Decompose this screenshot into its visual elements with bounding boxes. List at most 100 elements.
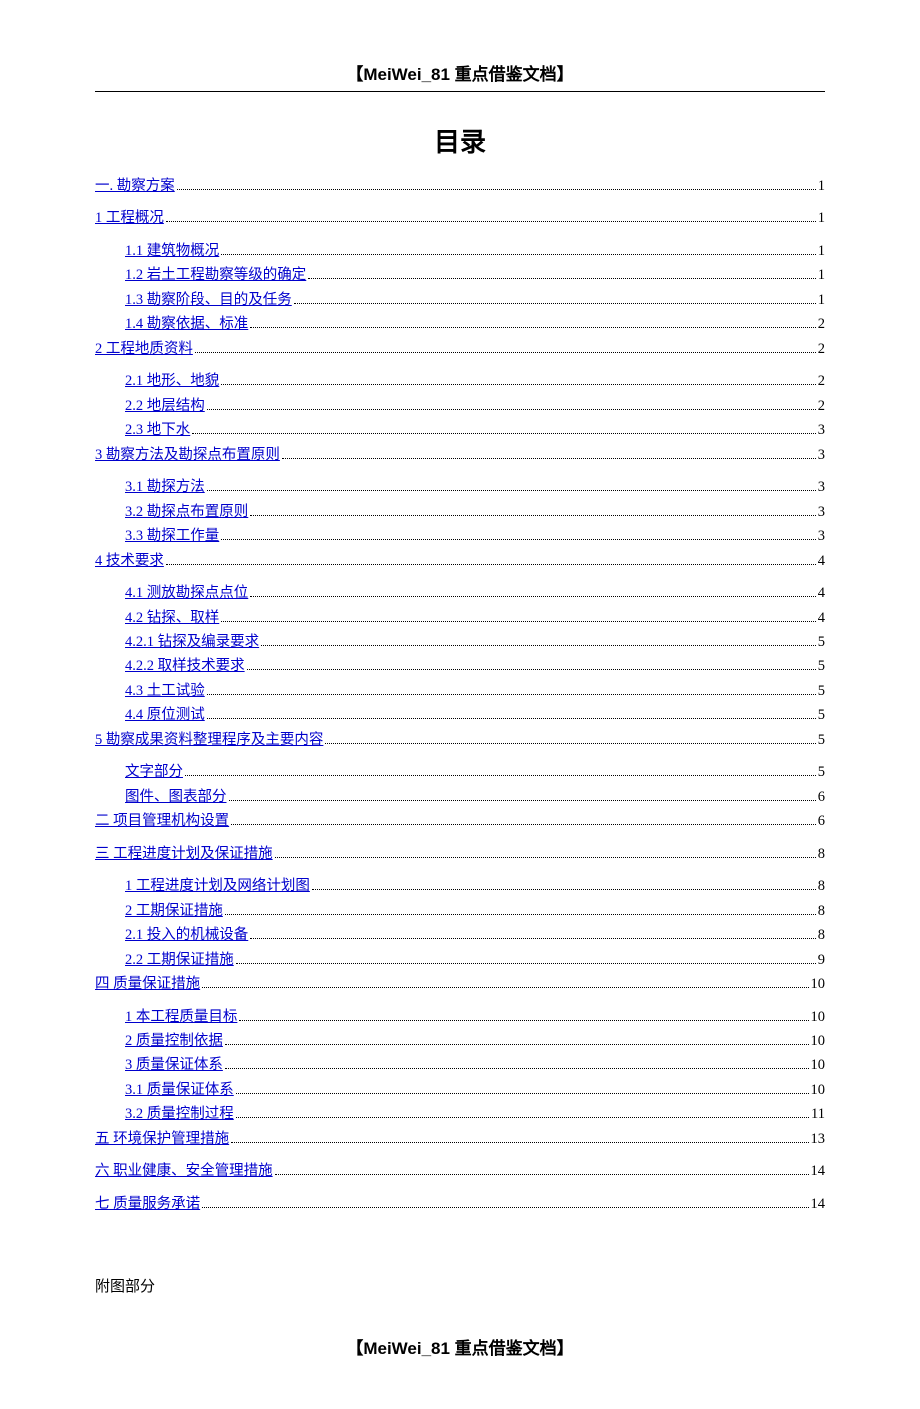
toc-link[interactable]: 3.3 勘探工作量 — [125, 525, 219, 547]
toc-leader-dots — [261, 645, 816, 646]
toc-entry: 2.3 地下水 3 — [125, 419, 825, 441]
toc-link[interactable]: 二 项目管理机构设置 — [95, 810, 229, 832]
toc-link[interactable]: 七 质量服务承诺 — [95, 1193, 200, 1215]
toc-link[interactable]: 2.1 投入的机械设备 — [125, 924, 248, 946]
toc-page-number: 10 — [811, 1006, 826, 1028]
toc-link[interactable]: 1.4 勘察依据、标准 — [125, 313, 248, 335]
toc-link[interactable]: 3 质量保证体系 — [125, 1054, 223, 1076]
toc-link[interactable]: 三 工程进度计划及保证措施 — [95, 843, 273, 865]
toc-page-number: 5 — [818, 680, 825, 702]
toc-leader-dots — [221, 254, 816, 255]
toc-page-number: 3 — [818, 525, 825, 547]
toc-leader-dots — [221, 621, 816, 622]
toc-entry: 七 质量服务承诺 14 — [95, 1193, 825, 1215]
toc-entry: 3.3 勘探工作量 3 — [125, 525, 825, 547]
toc-page-number: 1 — [818, 207, 825, 229]
toc-leader-dots — [250, 327, 816, 328]
toc-leader-dots — [207, 718, 816, 719]
toc-entry: 1.3 勘察阶段、目的及任务1 — [125, 289, 825, 311]
toc-entry: 3.1 质量保证体系10 — [125, 1079, 825, 1101]
page-footer: 【MeiWei_81 重点借鉴文档】 — [95, 1334, 825, 1359]
toc-page-number: 3 — [818, 476, 825, 498]
toc-link[interactable]: 六 职业健康、安全管理措施 — [95, 1160, 273, 1182]
toc-leader-dots — [231, 1142, 808, 1143]
toc-leader-dots — [185, 775, 816, 776]
toc-link[interactable]: 3 勘察方法及勘探点布置原则 — [95, 444, 280, 466]
toc-link[interactable]: 图件、图表部分 — [125, 786, 227, 808]
toc-link[interactable]: 1.3 勘察阶段、目的及任务 — [125, 289, 292, 311]
toc-link[interactable]: 4.2.2 取样技术要求 — [125, 655, 245, 677]
toc-link[interactable]: 2 工程地质资料 — [95, 338, 193, 360]
toc-leader-dots — [282, 458, 816, 459]
toc-page-number: 5 — [818, 631, 825, 653]
toc-leader-dots — [207, 694, 816, 695]
toc-link[interactable]: 3.2 质量控制过程 — [125, 1103, 234, 1125]
toc-link[interactable]: 1 工程概况 — [95, 207, 164, 229]
toc-entry: 4.1 测放勘探点点位 4 — [125, 582, 825, 604]
toc-entry: 3.2 勘探点布置原则 3 — [125, 501, 825, 523]
toc-page-number: 1 — [818, 175, 825, 197]
toc-leader-dots — [312, 889, 816, 890]
toc-link[interactable]: 4.2.1 钻探及编录要求 — [125, 631, 259, 653]
toc-entry: 四 质量保证措施10 — [95, 973, 825, 995]
toc-link[interactable]: 2 质量控制依据 — [125, 1030, 223, 1052]
toc-entry: 六 职业健康、安全管理措施 14 — [95, 1160, 825, 1182]
toc-link[interactable]: 1.1 建筑物概况 — [125, 240, 219, 262]
header-divider — [95, 91, 825, 92]
toc-entry: 1.1 建筑物概况 1 — [125, 240, 825, 262]
toc-link[interactable]: 五 环境保护管理措施 — [95, 1128, 229, 1150]
toc-page-number: 8 — [818, 924, 825, 946]
toc-link[interactable]: 1.2 岩土工程勘察等级的确定 — [125, 264, 306, 286]
toc-entry: 2.2 工期保证措施9 — [125, 949, 825, 971]
toc-link[interactable]: 1 本工程质量目标 — [125, 1006, 237, 1028]
toc-link[interactable]: 2.1 地形、地貌 — [125, 370, 219, 392]
toc-link[interactable]: 4 技术要求 — [95, 550, 164, 572]
toc-page-number: 1 — [818, 240, 825, 262]
toc-leader-dots — [207, 490, 816, 491]
toc-entry: 1.4 勘察依据、标准2 — [125, 313, 825, 335]
toc-link[interactable]: 4.3 土工试验 — [125, 680, 205, 702]
toc-entry: 4 技术要求 4 — [95, 550, 825, 572]
toc-page-number: 4 — [818, 607, 825, 629]
toc-page-number: 14 — [811, 1193, 826, 1215]
toc-entry: 3.1 勘探方法 3 — [125, 476, 825, 498]
toc-link[interactable]: 4.2 钻探、取样 — [125, 607, 219, 629]
toc-link[interactable]: 5 勘察成果资料整理程序及主要内容 — [95, 729, 323, 751]
toc-page-number: 14 — [811, 1160, 826, 1182]
toc-leader-dots — [192, 433, 816, 434]
toc-link[interactable]: 文字部分 — [125, 761, 183, 783]
toc-leader-dots — [225, 1044, 809, 1045]
toc-leader-dots — [177, 189, 816, 190]
toc-link[interactable]: 3.1 勘探方法 — [125, 476, 205, 498]
toc-link[interactable]: 一. 勘察方案 — [95, 175, 175, 197]
toc-link[interactable]: 4.1 测放勘探点点位 — [125, 582, 248, 604]
toc-link[interactable]: 四 质量保证措施 — [95, 973, 200, 995]
toc-page-number: 5 — [818, 761, 825, 783]
toc-page-number: 5 — [818, 655, 825, 677]
toc-leader-dots — [221, 384, 816, 385]
toc-page-number: 4 — [818, 550, 825, 572]
toc-entry: 4.2.1 钻探及编录要求 5 — [125, 631, 825, 653]
toc-page-number: 2 — [818, 338, 825, 360]
toc-page-number: 3 — [818, 501, 825, 523]
toc-leader-dots — [236, 963, 816, 964]
toc-link[interactable]: 2.2 工期保证措施 — [125, 949, 234, 971]
toc-link[interactable]: 4.4 原位测试 — [125, 704, 205, 726]
toc-page-number: 13 — [811, 1128, 826, 1150]
toc-link[interactable]: 2 工期保证措施 — [125, 900, 223, 922]
toc-leader-dots — [231, 824, 816, 825]
toc-page-number: 4 — [818, 582, 825, 604]
toc-link[interactable]: 1 工程进度计划及网络计划图 — [125, 875, 310, 897]
toc-entry: 3.2 质量控制过程11 — [125, 1103, 825, 1125]
toc-link[interactable]: 2.2 地层结构 — [125, 395, 205, 417]
toc-leader-dots — [202, 1207, 808, 1208]
toc-link[interactable]: 3.2 勘探点布置原则 — [125, 501, 248, 523]
toc-leader-dots — [207, 409, 816, 410]
toc-link[interactable]: 3.1 质量保证体系 — [125, 1079, 234, 1101]
toc-entry: 1 工程概况 1 — [95, 207, 825, 229]
toc-entry: 3 勘察方法及勘探点布置原则3 — [95, 444, 825, 466]
toc-container: 一. 勘察方案 1 1 工程概况 1 1.1 建筑物概况 1 1.2 岩土工程勘察等级的确定… — [95, 175, 825, 1215]
toc-page-number: 3 — [818, 419, 825, 441]
toc-link[interactable]: 2.3 地下水 — [125, 419, 190, 441]
toc-page-number: 10 — [811, 1030, 826, 1052]
